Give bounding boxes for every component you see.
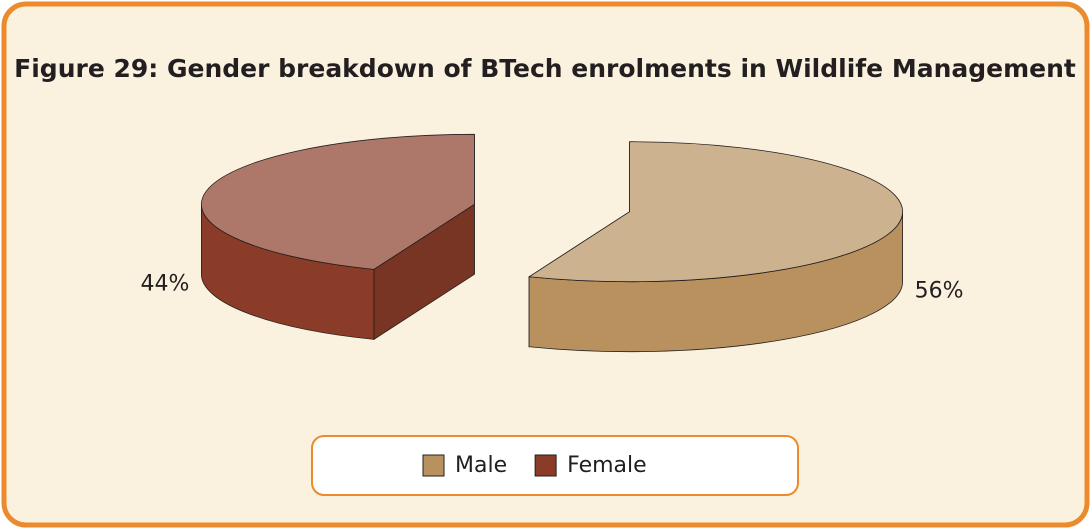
legend-label: Male (455, 453, 507, 478)
legend: Male Female (422, 453, 647, 478)
slice-top (201, 133, 475, 270)
data-label: 56% (915, 279, 964, 304)
legend-swatch (534, 454, 557, 477)
legend-label: Female (567, 453, 647, 478)
data-label: 44% (140, 271, 189, 296)
pie: 56% 44% (140, 133, 964, 353)
legend-swatch (422, 454, 445, 477)
chart-title: Figure 29: Gender breakdown of BTech enr… (14, 54, 1076, 83)
slice-top (527, 141, 903, 283)
